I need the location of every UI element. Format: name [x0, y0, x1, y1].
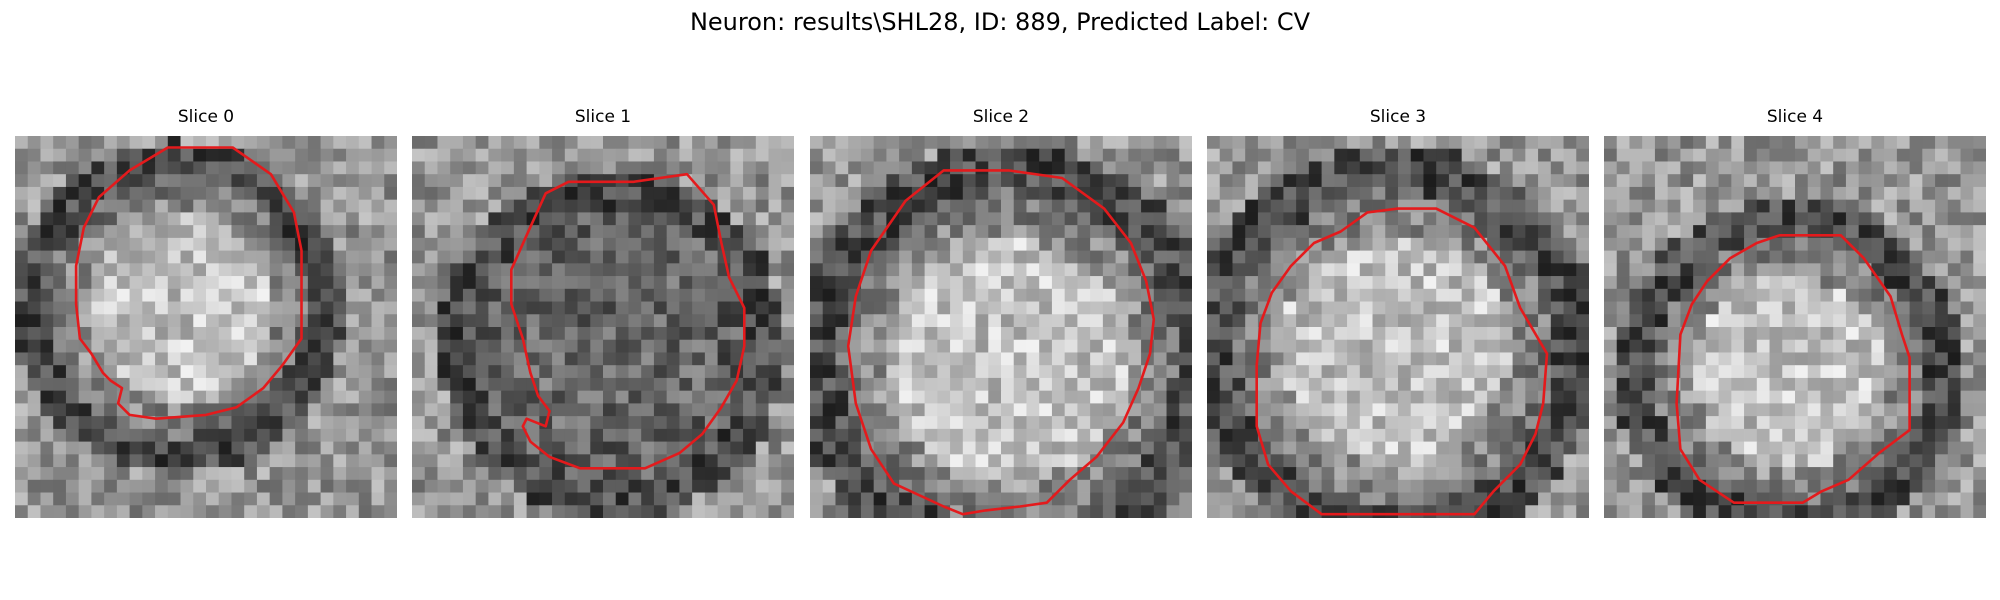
slice-title: Slice 3: [1369, 107, 1427, 127]
slice-panel-4: Slice 4: [1604, 106, 1986, 518]
pixel-grid: [412, 136, 794, 518]
cell-contour: [1675, 234, 1911, 505]
slice-panel-1: Slice 1: [412, 106, 794, 518]
slice-title: Slice 1: [574, 107, 632, 127]
cell-contour: [1255, 207, 1549, 516]
slice-image: [412, 136, 794, 518]
cell-contour: [510, 172, 746, 470]
slice-image: [1604, 136, 1986, 518]
pixel-grid: [1207, 136, 1589, 518]
slice-panel-0: Slice 0: [15, 106, 397, 518]
slice-panel-3: Slice 3: [1207, 106, 1589, 518]
slice-image: [1207, 136, 1589, 518]
cell-contour: [846, 169, 1156, 516]
pixel-grid: [810, 136, 1192, 518]
slice-image: [15, 136, 397, 518]
slice-panel-2: Slice 2: [810, 106, 1192, 518]
slice-image: [810, 136, 1192, 518]
cell-contour: [74, 146, 303, 421]
pixel-grid: [1604, 136, 1986, 518]
figure-title: Neuron: results\SHL28, ID: 889, Predicte…: [689, 8, 1311, 36]
slice-title: Slice 2: [972, 107, 1030, 127]
slice-title: Slice 4: [1766, 107, 1824, 127]
pixel-grid: [15, 136, 397, 518]
slice-title: Slice 0: [177, 107, 235, 127]
